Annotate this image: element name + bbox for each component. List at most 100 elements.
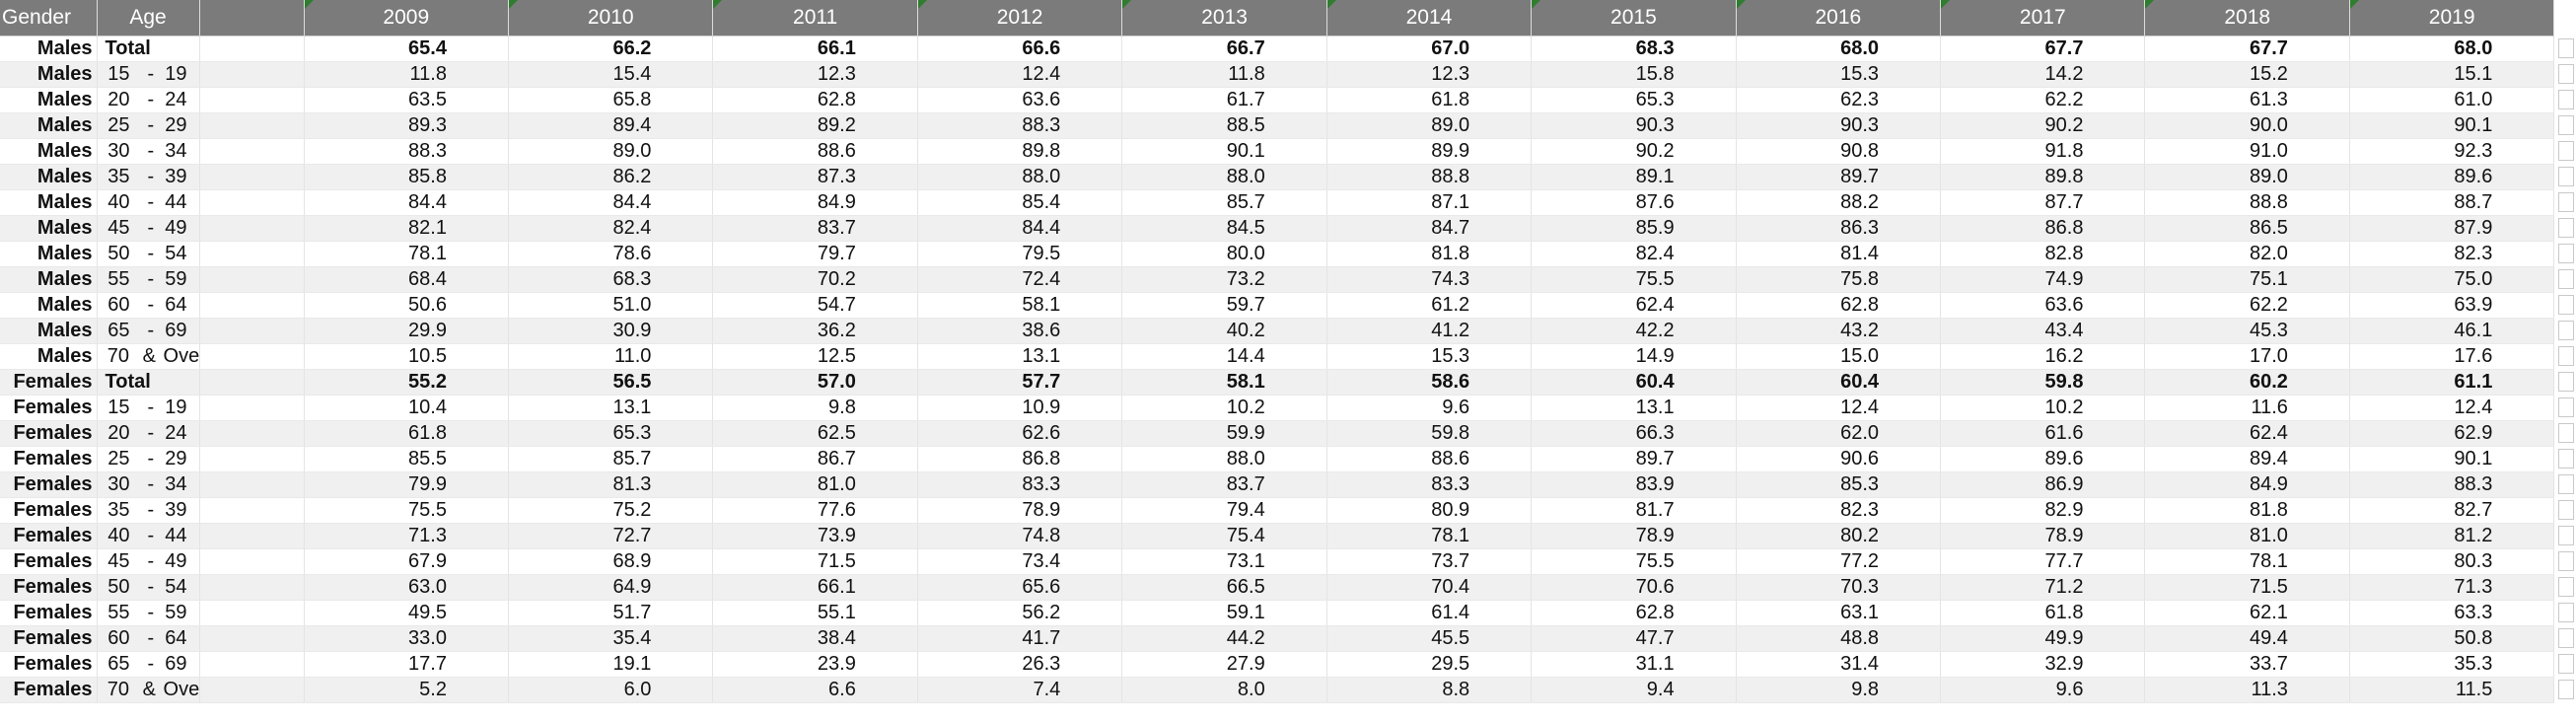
- cell-age[interactable]: 65-69: [97, 651, 200, 678]
- cell-value-2009[interactable]: 63.0: [304, 574, 509, 601]
- row-edge-box[interactable]: [2558, 423, 2575, 443]
- cell-value-2011[interactable]: 23.9: [712, 651, 918, 678]
- row-edge-box[interactable]: [2558, 295, 2575, 315]
- cell-age[interactable]: 50-54: [97, 574, 200, 601]
- cell-value-2017[interactable]: 74.9: [1940, 266, 2146, 293]
- cell-value-2009[interactable]: 11.8: [304, 61, 509, 88]
- cell-value-2019[interactable]: 62.9: [2349, 420, 2555, 447]
- cell-blank[interactable]: [199, 292, 305, 319]
- header-year-2011[interactable]: 2011: [712, 0, 918, 36]
- cell-gender[interactable]: Males: [0, 87, 98, 113]
- cell-age[interactable]: Total: [97, 36, 200, 62]
- cell-value-2011[interactable]: 83.7: [712, 215, 918, 242]
- cell-value-2017[interactable]: 61.6: [1940, 420, 2146, 447]
- cell-value-2010[interactable]: 72.7: [508, 523, 714, 549]
- cell-value-2012[interactable]: 57.7: [917, 369, 1123, 396]
- cell-blank[interactable]: [199, 548, 305, 575]
- cell-value-2013[interactable]: 58.1: [1121, 369, 1327, 396]
- cell-value-2015[interactable]: 68.3: [1531, 36, 1737, 62]
- cell-value-2010[interactable]: 68.3: [508, 266, 714, 293]
- cell-gender[interactable]: Females: [0, 523, 98, 549]
- row-edge-box[interactable]: [2558, 526, 2575, 545]
- cell-value-2018[interactable]: 62.4: [2144, 420, 2350, 447]
- cell-age[interactable]: 35-39: [97, 497, 200, 524]
- cell-value-2013[interactable]: 59.7: [1121, 292, 1327, 319]
- cell-value-2014[interactable]: 58.6: [1326, 369, 1533, 396]
- cell-value-2009[interactable]: 68.4: [304, 266, 509, 293]
- cell-blank[interactable]: [199, 343, 305, 370]
- cell-value-2015[interactable]: 47.7: [1531, 625, 1737, 652]
- cell-gender[interactable]: Females: [0, 395, 98, 421]
- cell-value-2009[interactable]: 55.2: [304, 369, 509, 396]
- cell-value-2017[interactable]: 49.9: [1940, 625, 2146, 652]
- cell-value-2019[interactable]: 11.5: [2349, 677, 2555, 703]
- row-edge-box[interactable]: [2558, 167, 2575, 186]
- cell-value-2010[interactable]: 84.4: [508, 189, 714, 216]
- cell-value-2016[interactable]: 48.8: [1736, 625, 1942, 652]
- row-edge-box[interactable]: [2558, 680, 2575, 699]
- cell-value-2013[interactable]: 59.9: [1121, 420, 1327, 447]
- cell-value-2019[interactable]: 15.1: [2349, 61, 2555, 88]
- cell-value-2011[interactable]: 79.7: [712, 241, 918, 267]
- cell-value-2018[interactable]: 67.7: [2144, 36, 2350, 62]
- row-edge-box[interactable]: [2558, 551, 2575, 571]
- cell-value-2012[interactable]: 10.9: [917, 395, 1123, 421]
- row-edge-box[interactable]: [2558, 38, 2575, 58]
- cell-value-2017[interactable]: 91.8: [1940, 138, 2146, 165]
- row-edge-box[interactable]: [2558, 654, 2575, 674]
- cell-value-2014[interactable]: 15.3: [1326, 343, 1533, 370]
- cell-value-2011[interactable]: 84.9: [712, 189, 918, 216]
- cell-blank[interactable]: [199, 471, 305, 498]
- cell-value-2019[interactable]: 50.8: [2349, 625, 2555, 652]
- cell-value-2012[interactable]: 88.3: [917, 112, 1123, 139]
- cell-value-2010[interactable]: 89.0: [508, 138, 714, 165]
- header-gender[interactable]: Gender: [0, 0, 98, 36]
- cell-age[interactable]: 20-24: [97, 420, 200, 447]
- header-year-2010[interactable]: 2010: [508, 0, 714, 36]
- cell-value-2018[interactable]: 84.9: [2144, 471, 2350, 498]
- cell-value-2010[interactable]: 85.7: [508, 446, 714, 472]
- cell-value-2011[interactable]: 54.7: [712, 292, 918, 319]
- cell-value-2014[interactable]: 84.7: [1326, 215, 1533, 242]
- cell-blank[interactable]: [199, 241, 305, 267]
- cell-value-2019[interactable]: 89.6: [2349, 164, 2555, 190]
- cell-value-2017[interactable]: 10.2: [1940, 395, 2146, 421]
- cell-value-2012[interactable]: 63.6: [917, 87, 1123, 113]
- cell-value-2012[interactable]: 65.6: [917, 574, 1123, 601]
- cell-value-2009[interactable]: 17.7: [304, 651, 509, 678]
- cell-age[interactable]: 25-29: [97, 446, 200, 472]
- cell-gender[interactable]: Males: [0, 36, 98, 62]
- cell-blank[interactable]: [199, 61, 305, 88]
- cell-value-2010[interactable]: 65.8: [508, 87, 714, 113]
- cell-value-2015[interactable]: 42.2: [1531, 318, 1737, 344]
- cell-gender[interactable]: Females: [0, 651, 98, 678]
- cell-value-2010[interactable]: 51.7: [508, 600, 714, 626]
- cell-age[interactable]: Total: [97, 369, 200, 396]
- cell-value-2019[interactable]: 61.1: [2349, 369, 2555, 396]
- cell-value-2013[interactable]: 59.1: [1121, 600, 1327, 626]
- cell-value-2019[interactable]: 63.3: [2349, 600, 2555, 626]
- cell-value-2018[interactable]: 88.8: [2144, 189, 2350, 216]
- cell-value-2013[interactable]: 61.7: [1121, 87, 1327, 113]
- cell-value-2017[interactable]: 90.2: [1940, 112, 2146, 139]
- cell-value-2013[interactable]: 88.0: [1121, 446, 1327, 472]
- cell-blank[interactable]: [199, 446, 305, 472]
- cell-blank[interactable]: [199, 574, 305, 601]
- cell-value-2016[interactable]: 70.3: [1736, 574, 1942, 601]
- cell-value-2009[interactable]: 85.5: [304, 446, 509, 472]
- cell-value-2014[interactable]: 88.8: [1326, 164, 1533, 190]
- cell-value-2019[interactable]: 71.3: [2349, 574, 2555, 601]
- cell-value-2011[interactable]: 12.5: [712, 343, 918, 370]
- cell-value-2015[interactable]: 90.3: [1531, 112, 1737, 139]
- cell-value-2018[interactable]: 62.1: [2144, 600, 2350, 626]
- cell-value-2019[interactable]: 87.9: [2349, 215, 2555, 242]
- cell-value-2019[interactable]: 75.0: [2349, 266, 2555, 293]
- cell-value-2019[interactable]: 82.3: [2349, 241, 2555, 267]
- cell-value-2010[interactable]: 66.2: [508, 36, 714, 62]
- cell-value-2017[interactable]: 43.4: [1940, 318, 2146, 344]
- cell-blank[interactable]: [199, 395, 305, 421]
- cell-blank[interactable]: [199, 677, 305, 703]
- cell-value-2016[interactable]: 60.4: [1736, 369, 1942, 396]
- cell-value-2018[interactable]: 60.2: [2144, 369, 2350, 396]
- cell-age[interactable]: 70&Over: [97, 343, 200, 370]
